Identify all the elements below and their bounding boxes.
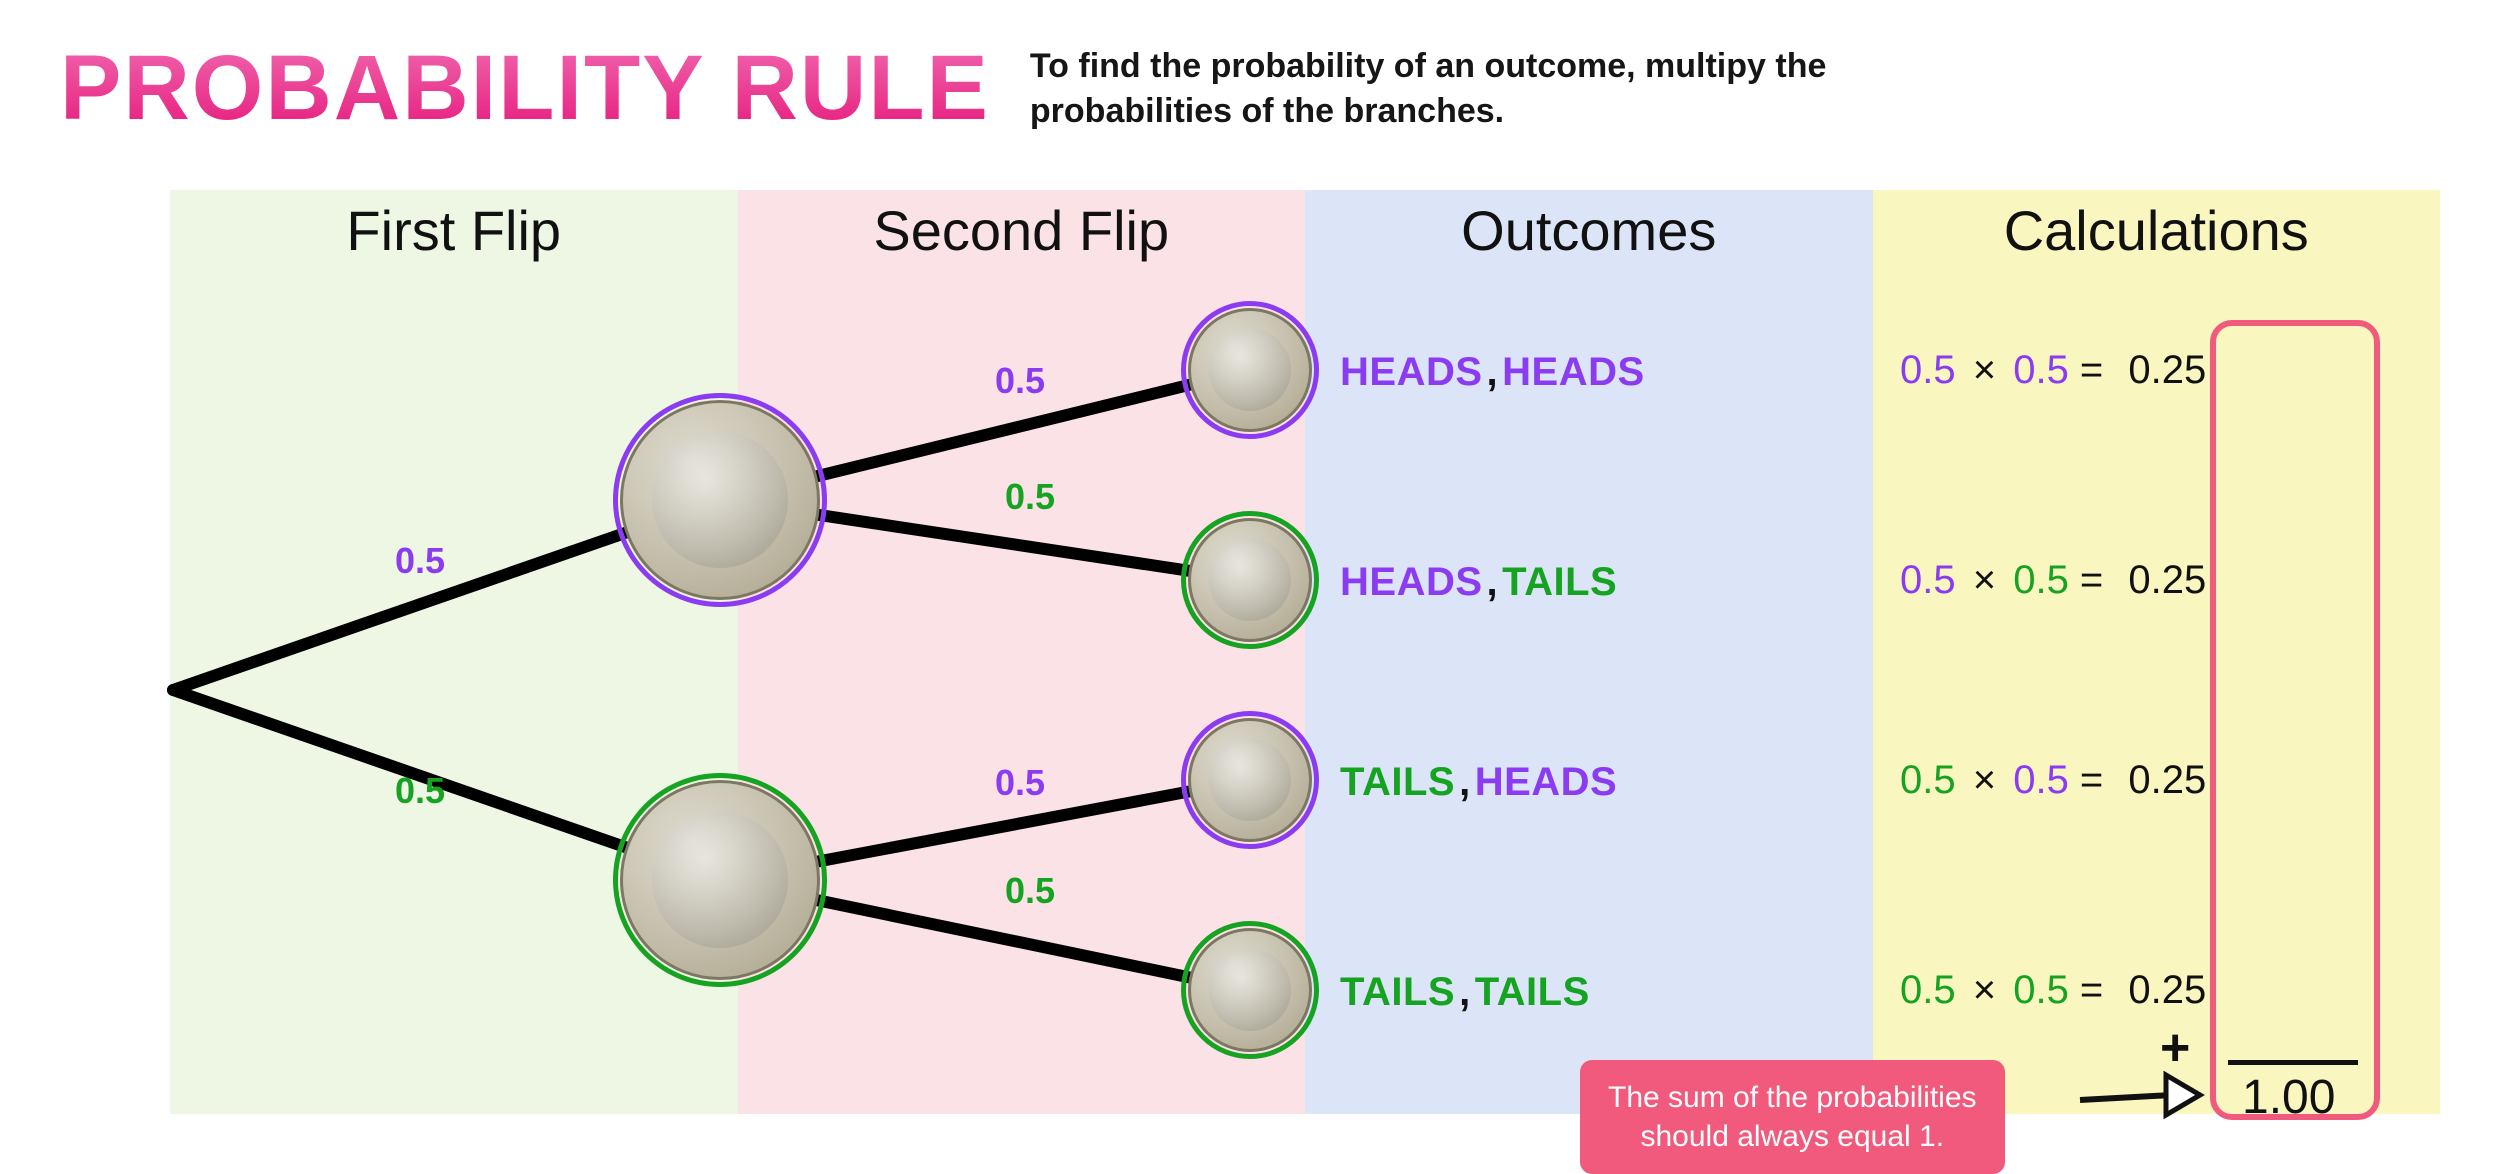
outcome-label: TAILS,HEADS: [1340, 760, 1617, 805]
plus-sign: +: [2160, 1018, 2190, 1078]
calc-row: 0.5 × 0.5 = 0.25: [1900, 558, 2206, 603]
outcome-label: HEADS,TAILS: [1340, 560, 1617, 605]
coin-tails: [1181, 511, 1319, 649]
page-title: PROBABILITY RULE: [60, 36, 990, 141]
branch-prob: 0.5: [995, 360, 1045, 402]
calc-row: 0.5 × 0.5 = 0.25: [1900, 348, 2206, 393]
sum-note-line1: The sum of the probabilities: [1608, 1078, 1977, 1117]
subtitle: To find the probability of an outcome, m…: [1030, 44, 1830, 132]
branch-prob: 0.5: [395, 540, 445, 582]
coin-heads: [1181, 301, 1319, 439]
sum-line: [2228, 1060, 2358, 1065]
coin-heads: [613, 393, 827, 607]
coin-tails: [1181, 921, 1319, 1059]
outcome-label: HEADS,HEADS: [1340, 350, 1645, 395]
branch-prob: 0.5: [995, 762, 1045, 804]
calc-row: 0.5 × 0.5 = 0.25: [1900, 968, 2206, 1013]
col-header-3: Outcomes: [1305, 190, 1873, 263]
col-header-1: First Flip: [170, 190, 738, 263]
outcome-label: TAILS,TAILS: [1340, 970, 1590, 1015]
sum-value: 1.00: [2242, 1070, 2335, 1125]
sum-note-line2: should always equal 1.: [1608, 1117, 1977, 1156]
branch-prob: 0.5: [1005, 476, 1055, 518]
sum-note: The sum of the probabilities should alwa…: [1580, 1060, 2005, 1174]
coin-heads: [1181, 711, 1319, 849]
branch-prob: 0.5: [1005, 870, 1055, 912]
calc-row: 0.5 × 0.5 = 0.25: [1900, 758, 2206, 803]
branch-prob: 0.5: [395, 770, 445, 812]
col-header-4: Calculations: [1873, 190, 2441, 263]
results-highlight-box: [2210, 320, 2380, 1120]
col-header-2: Second Flip: [738, 190, 1306, 263]
coin-tails: [613, 773, 827, 987]
